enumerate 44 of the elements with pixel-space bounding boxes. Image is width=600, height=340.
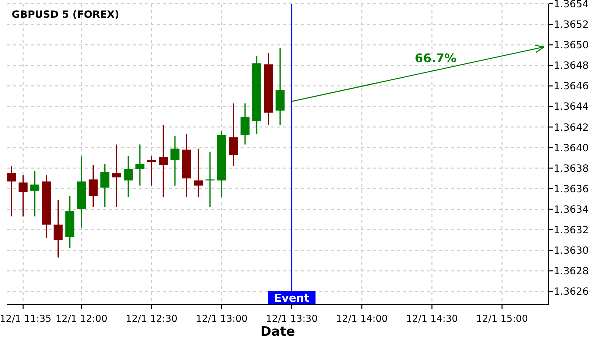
candlestick [194,148,204,198]
x-tick-label: 12/1 13:30 [266,314,318,325]
y-tick-label: 1.3654 [554,0,589,10]
y-tick-label: 1.3636 [554,184,589,196]
y-tick-label: 1.3638 [554,164,589,175]
annotation: 66.7% [415,52,457,66]
candlestick [100,164,110,208]
candlestick [147,155,156,186]
y-tick-label: 1.3626 [554,287,589,298]
x-tick-label: 12/1 13:00 [196,314,248,325]
candlestick [18,174,28,218]
y-tick-label: 1.3630 [554,246,589,258]
candlestick [136,144,145,186]
x-axis-title: Date [260,325,296,340]
candlestick [240,103,250,146]
text: GBPUSD 5 (FOREX) [12,10,120,21]
candlestick [229,103,238,167]
y-tick-label: 1.3632 [554,226,589,237]
y-tick-label: 1.3640 [554,143,589,154]
x-tick-label: 12/1 14:00 [336,314,388,325]
candlestick [7,166,16,218]
x-tick-label: 12/1 15:00 [476,314,528,325]
x-tick-label: 12/1 12:00 [56,314,108,325]
y-tick-label: 1.3634 [554,204,589,216]
candlestick [88,164,98,208]
y-tick-label: 1.3646 [554,82,589,93]
y-tick-label: 1.3650 [554,40,589,52]
y-tick-label: 1.3642 [554,122,589,134]
candlestick [30,170,40,218]
candlestick [159,124,168,198]
y-tick-label: 1.3652 [554,20,589,32]
candlestick [170,136,180,186]
candlestick [276,48,285,126]
candlestick [206,151,215,208]
y-tick-label: 1.3648 [554,61,589,72]
x-tick-label: 12/1 12:30 [126,314,178,325]
ref-line-label: Event [274,292,310,305]
x-tick-label: 12/1 14:30 [406,314,458,325]
candlestick [54,200,63,258]
x-tick-label: 12/1 11:35 [0,314,52,325]
candlestick [124,155,133,198]
candlestick [112,144,122,208]
y-tick-label: 1.3644 [554,102,589,114]
y-tick-label: 1.3628 [554,266,589,278]
